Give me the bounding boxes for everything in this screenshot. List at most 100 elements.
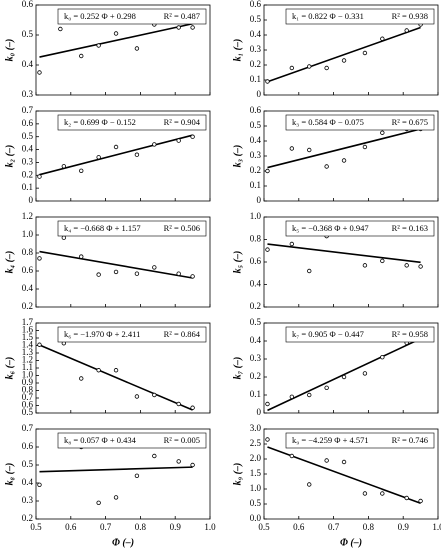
y-tick-label: 1.0	[250, 211, 262, 221]
panel: 0 0.1 0.2 0.3 0.4 0.5 0.6 0.7 k₂ (–) k₂ = 0.699 Φ…	[4, 105, 211, 205]
equation-box	[57, 432, 207, 449]
y-tick-label: 0.5	[250, 120, 262, 130]
point	[79, 254, 84, 259]
y-tick-label: 0.6	[22, 441, 34, 451]
y-tick-label: 0.5	[250, 317, 262, 327]
y-tick-label: 0.4	[250, 29, 262, 39]
r-squared: R² = 0.864	[164, 329, 201, 339]
x-axis-label: Φ (–)	[112, 537, 134, 548]
point	[289, 453, 295, 459]
point	[113, 368, 119, 373]
fit-equation: k₈ = 0.057 Φ + 0.434	[64, 435, 137, 445]
x-tick-label: 0.7	[328, 522, 340, 532]
point	[113, 269, 119, 275]
point	[152, 142, 157, 147]
point	[341, 374, 347, 380]
y-axis-label: k₈ (–)	[4, 463, 15, 486]
y-tick-label: 0.4	[22, 59, 34, 69]
point	[324, 164, 329, 169]
y-tick-label: 0.4	[22, 144, 34, 154]
fit-equation: k₀ = 0.252 Φ + 0.298	[64, 11, 136, 21]
panel: 0.2 0.4 0.6 0.8 1.0 1.2 k₄ (–) k₄ = −0.668 Φ + …	[4, 211, 211, 311]
y-tick-label: 0.2	[250, 59, 261, 69]
r-squared: R² = 0.938	[392, 11, 428, 21]
x-tick-label: 0.6	[65, 522, 77, 532]
x-tick-label: 0.9	[398, 522, 410, 532]
y-tick-label: 0.3	[22, 156, 34, 166]
point	[404, 495, 409, 501]
y-tick-label: 0.6	[250, 0, 262, 9]
point	[265, 437, 270, 442]
y-tick-label: 2.0	[250, 453, 262, 463]
y-axis-label: k₄ (–)	[4, 251, 15, 274]
y-tick-label: 0.1	[250, 74, 261, 84]
y-tick-label: 0.2	[250, 165, 261, 175]
y-tick-label: 0.8	[250, 234, 262, 244]
y-tick-label: 0.6	[22, 400, 34, 410]
y-tick-label: 0.2	[22, 301, 33, 311]
point	[134, 394, 140, 399]
y-axis-label: k₂ (–)	[4, 145, 15, 168]
fit-equation: k₁ = 0.822 Φ − 0.331	[292, 11, 364, 21]
point	[176, 401, 181, 407]
point	[404, 263, 409, 268]
point	[113, 495, 119, 500]
point	[134, 473, 140, 478]
x-tick-label: 0.5	[30, 522, 42, 532]
y-tick-label: 1.2	[22, 355, 33, 365]
x-tick-label: 0.8	[135, 522, 147, 532]
y-tick-label: 0.3	[250, 150, 262, 160]
fit-equation: k₆ = −1.970 Φ + 2.411	[64, 329, 140, 339]
y-tick-label: 0.4	[250, 279, 262, 289]
point	[37, 174, 42, 179]
r-squared: R² = 0.746	[392, 435, 428, 445]
panel: 0 0.1 0.2 0.3 0.4 0.5 k₇ (–) k₇ = 0.905 Φ − 0.4…	[232, 317, 439, 417]
y-tick-label: 0	[257, 89, 262, 99]
plot-frame	[35, 4, 211, 96]
point	[61, 164, 67, 169]
point	[380, 36, 385, 41]
y-tick-label: 0.5	[250, 14, 262, 24]
point	[307, 64, 312, 69]
y-tick-label: 0.3	[22, 495, 34, 505]
equation-box	[285, 114, 435, 131]
y-tick-label: 0.5	[22, 407, 34, 417]
panel: 0.50.60.70.80.91.01.11.21.31.41.51.61.7 k…	[4, 317, 211, 417]
point	[418, 264, 423, 269]
point	[176, 459, 181, 464]
point	[176, 271, 181, 276]
y-axis-label: k₃ (–)	[232, 145, 243, 168]
point	[380, 355, 385, 360]
point	[265, 401, 270, 407]
point	[307, 147, 312, 153]
y-tick-label: 0	[257, 195, 262, 205]
point	[176, 25, 181, 30]
plot-frame	[263, 322, 439, 414]
point	[134, 46, 140, 51]
plot-frame	[35, 216, 211, 308]
panel: 0 0.1 0.2 0.3 0.4 0.5 0.6 k₁ (–) k₁ = 0.822 Φ − …	[232, 0, 439, 99]
point	[289, 146, 295, 151]
panel: 0.00.51.01.52.02.53.00.50.60.70.80.91.0Φ…	[232, 423, 441, 548]
point	[289, 65, 295, 71]
y-tick-label: 1.0	[22, 229, 34, 239]
y-tick-label: 0.3	[250, 353, 262, 363]
x-tick-label: 1.0	[432, 522, 441, 532]
fit-equation: k₂ = 0.699 Φ − 0.152	[64, 117, 136, 127]
fit-equation: k₃ = 0.584 Φ − 0.075	[292, 117, 364, 127]
panel: 0.2 0.4 0.6 0.8 1.0 k₅ (–) k₅ = −0.368 Φ + 0.9…	[232, 211, 439, 311]
point	[37, 70, 42, 75]
point	[341, 158, 347, 163]
x-axis-label: Φ (–)	[340, 537, 362, 548]
point	[96, 155, 101, 160]
fit-line	[267, 243, 421, 264]
y-tick-label: 0	[257, 407, 262, 417]
plot-frame	[35, 110, 211, 202]
y-tick-label: 0.5	[22, 131, 34, 141]
point	[265, 79, 270, 84]
y-tick-label: 1.1	[22, 362, 33, 372]
panel: 0.2 0.3 0.4 0.5 0.6 0.7 0.5 0.6 0.7 0.8 0.9 1.0 Φ (–…	[4, 423, 216, 548]
point	[61, 235, 67, 240]
y-tick-label: 1.3	[22, 347, 34, 357]
